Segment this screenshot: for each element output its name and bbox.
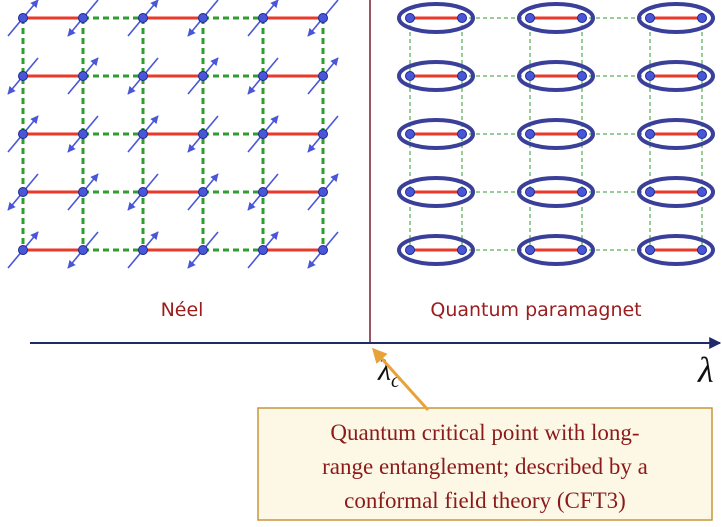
spin-site — [645, 71, 655, 81]
singlet — [517, 2, 595, 34]
spin-site — [18, 71, 28, 81]
callout-arrow — [371, 347, 430, 412]
spin-site — [198, 129, 208, 139]
spin-site — [258, 13, 268, 23]
singlet — [637, 176, 715, 208]
spin-site — [405, 129, 415, 139]
singlet — [397, 60, 475, 92]
singlet — [397, 234, 475, 266]
spin-site — [18, 13, 28, 23]
spin-site — [318, 245, 328, 255]
spin-site — [525, 71, 535, 81]
spin-site — [138, 187, 148, 197]
spin-site — [78, 71, 88, 81]
spin-site — [457, 13, 467, 23]
spin-site — [457, 187, 467, 197]
spin-site — [258, 129, 268, 139]
singlet — [637, 2, 715, 34]
singlet — [517, 176, 595, 208]
spin-site — [18, 129, 28, 139]
neel-label: Néel — [161, 299, 204, 321]
spin-site — [258, 245, 268, 255]
spin-site — [577, 129, 587, 139]
callout-box — [257, 407, 713, 521]
spin-site — [198, 187, 208, 197]
spin-site — [645, 187, 655, 197]
spin-site — [138, 71, 148, 81]
singlet — [637, 60, 715, 92]
spin-site — [577, 13, 587, 23]
subscript: c — [391, 370, 400, 392]
spin-site — [198, 13, 208, 23]
spin-site — [457, 129, 467, 139]
spin-site — [457, 245, 467, 255]
singlet — [517, 234, 595, 266]
axis-label: λ — [697, 350, 714, 390]
spin-site — [318, 13, 328, 23]
spin-site — [697, 71, 707, 81]
spin-site — [198, 245, 208, 255]
singlet — [637, 118, 715, 150]
spin-site — [697, 187, 707, 197]
callout-line: range entanglement; described by a — [322, 454, 648, 479]
spin-site — [405, 187, 415, 197]
lattice — [7, 0, 715, 269]
singlet — [637, 234, 715, 266]
spin-site — [198, 71, 208, 81]
spin-site — [697, 129, 707, 139]
singlet — [397, 2, 475, 34]
singlet — [397, 176, 475, 208]
spin-site — [18, 187, 28, 197]
spin-site — [457, 71, 467, 81]
spin-site — [138, 13, 148, 23]
spin-site — [525, 129, 535, 139]
spin-site — [18, 245, 28, 255]
spin-site — [405, 71, 415, 81]
spin-site — [405, 245, 415, 255]
spin-site — [258, 71, 268, 81]
singlet — [517, 60, 595, 92]
spin-site — [78, 129, 88, 139]
singlet — [397, 118, 475, 150]
spin-site — [78, 245, 88, 255]
spin-site — [405, 13, 415, 23]
spin-site — [138, 129, 148, 139]
spin-site — [318, 187, 328, 197]
spin-site — [697, 13, 707, 23]
spin-site — [577, 245, 587, 255]
spin-site — [78, 187, 88, 197]
spin-site — [645, 129, 655, 139]
spin-site — [138, 245, 148, 255]
spin-site — [645, 13, 655, 23]
spin-site — [78, 13, 88, 23]
spin-site — [318, 129, 328, 139]
spin-site — [697, 245, 707, 255]
spin-site — [577, 71, 587, 81]
spin-site — [318, 71, 328, 81]
spin-site — [525, 187, 535, 197]
singlet — [517, 118, 595, 150]
spin-site — [645, 245, 655, 255]
spin-site — [577, 187, 587, 197]
paramagnet-label: Quantum paramagnet — [430, 299, 641, 321]
spin-site — [258, 187, 268, 197]
callout-line: conformal field theory (CFT3) — [344, 488, 626, 513]
spin-site — [525, 13, 535, 23]
spin-site — [525, 245, 535, 255]
callout-line: Quantum critical point with long- — [330, 420, 639, 445]
